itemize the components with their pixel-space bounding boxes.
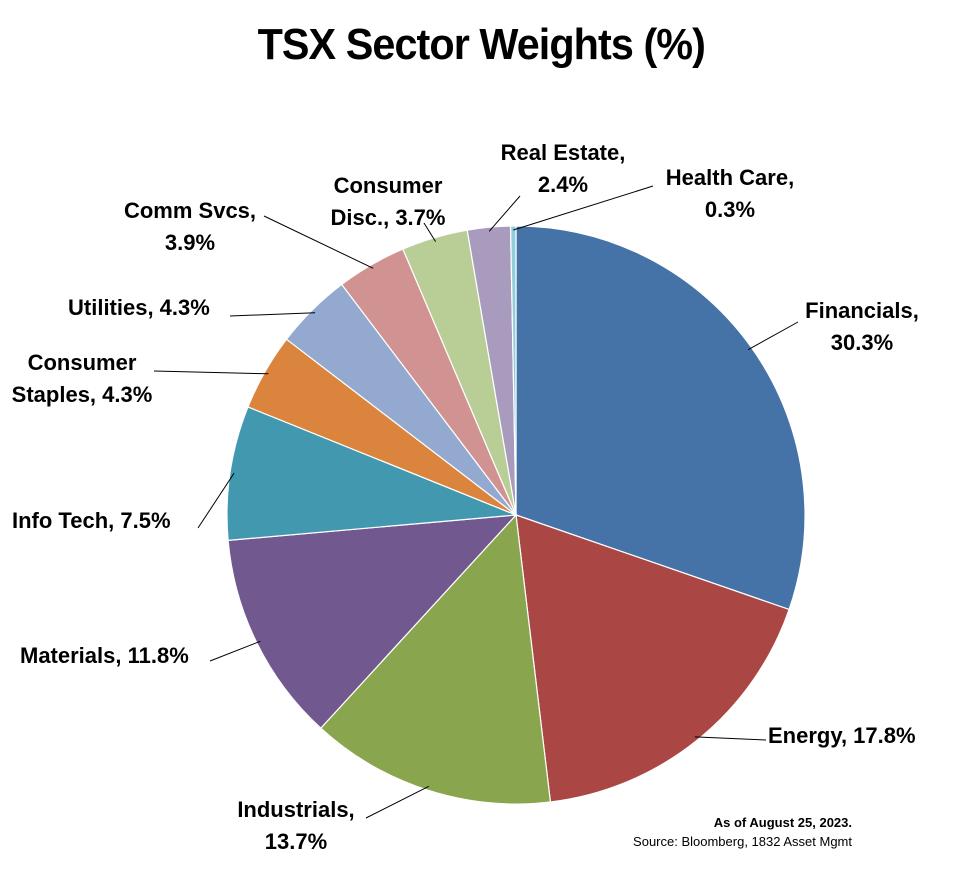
slice-energy	[515, 514, 790, 803]
leader-line-materials	[209, 640, 261, 662]
label-financials: Financials, 30.3%	[805, 298, 919, 355]
label-line: 2.4%	[538, 172, 588, 197]
label-line: Financials,	[805, 298, 919, 323]
leader-line-energy	[694, 736, 767, 741]
slice-labels: Financials, 30.3% Energy, 17.8% Industrials…	[12, 140, 919, 854]
label-line: 13.7%	[265, 829, 327, 854]
label-line: 3.9%	[165, 230, 215, 255]
label-info-tech: Info Tech, 7.5%	[12, 508, 171, 533]
label-line: Energy, 17.8%	[768, 723, 916, 748]
leader-line-utilities	[229, 312, 316, 317]
leader-line-comm-svcs	[263, 215, 374, 269]
label-consumer-staples: Consumer Staples, 4.3%	[12, 350, 153, 407]
label-utilities: Utilities, 4.3%	[68, 295, 210, 320]
label-energy: Energy, 17.8%	[768, 723, 916, 748]
chart-title: TSX Sector Weights (%)	[257, 20, 706, 69]
label-line: Utilities, 4.3%	[68, 295, 210, 320]
label-line: 0.3%	[705, 197, 755, 222]
label-health-care: Health Care, 0.3%	[666, 165, 794, 222]
slice-industrials	[319, 513, 552, 805]
leader-line-financials	[747, 321, 799, 351]
label-line: Industrials,	[237, 797, 354, 822]
source-note: Source: Bloomberg, 1832 Asset Mgmt	[633, 834, 852, 849]
leader-line-consumer-staples	[153, 370, 269, 375]
label-line: Real Estate,	[501, 140, 626, 165]
label-line: Disc., 3.7%	[331, 205, 446, 230]
label-line: Materials, 11.8%	[20, 643, 189, 668]
leader-line-info-tech	[197, 472, 235, 529]
label-line: Comm Svcs,	[124, 198, 256, 223]
label-line: 30.3%	[831, 330, 893, 355]
label-line: Staples, 4.3%	[12, 382, 153, 407]
slice-health-care	[509, 225, 517, 516]
label-industrials: Industrials, 13.7%	[237, 797, 354, 854]
as-of-date: As of August 25, 2023.	[713, 815, 852, 830]
pie-slices	[226, 225, 806, 805]
label-consumer-disc: Consumer Disc., 3.7%	[331, 173, 446, 230]
leader-line-real-estate	[488, 195, 521, 232]
leader-line-consumer-disc	[423, 222, 437, 242]
label-line: Health Care,	[666, 165, 794, 190]
label-comm-svcs: Comm Svcs, 3.9%	[124, 198, 256, 255]
label-materials: Materials, 11.8%	[20, 643, 189, 668]
label-line: Info Tech, 7.5%	[12, 508, 171, 533]
label-real-estate: Real Estate, 2.4%	[501, 140, 626, 197]
leader-line-health-care	[513, 185, 654, 231]
label-line: Consumer	[334, 173, 443, 198]
leader-line-industrials	[365, 785, 430, 819]
label-line: Consumer	[28, 350, 137, 375]
slice-info-tech	[226, 406, 517, 542]
label-leader-lines	[153, 185, 799, 819]
